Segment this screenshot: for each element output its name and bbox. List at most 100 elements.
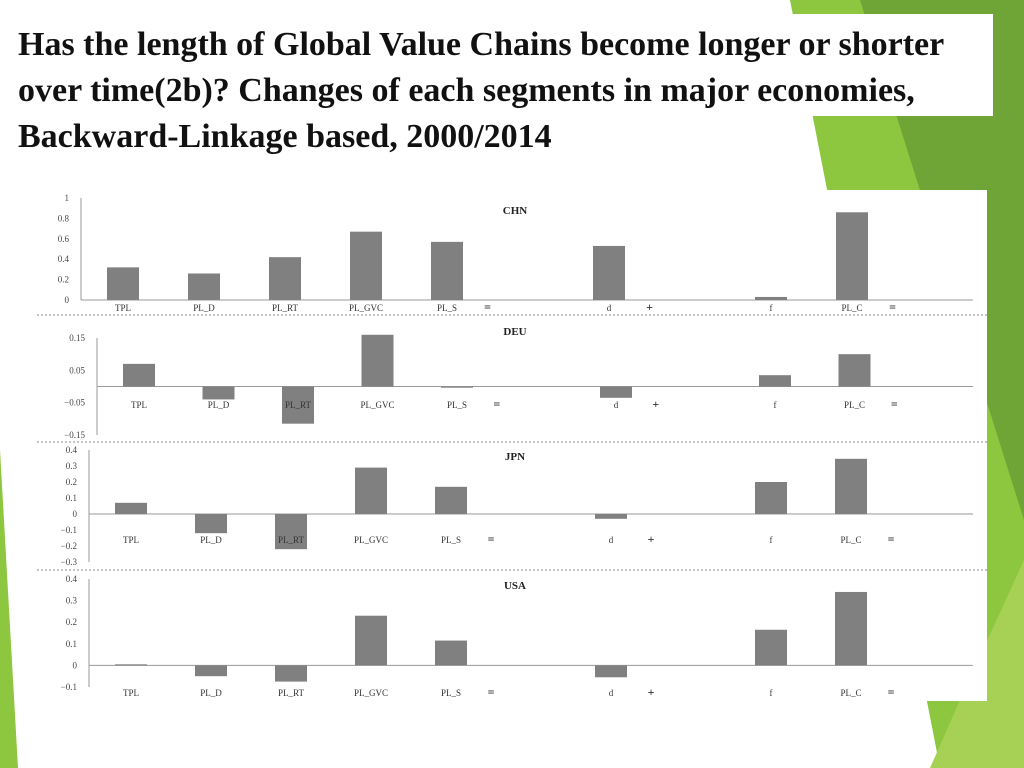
jpn-category-label-7: + <box>648 532 655 546</box>
jpn-ytick-label: −0.1 <box>61 525 77 535</box>
deu-bar-2 <box>282 386 314 424</box>
chn-ytick-label: 0.6 <box>58 234 70 244</box>
chn-bar-1 <box>188 273 220 300</box>
jpn-category-label-9: PL_C <box>840 535 861 545</box>
deu-ytick-label: 0.05 <box>69 365 85 375</box>
usa-chart-title: USA <box>504 580 526 592</box>
deu-ytick-label: −0.15 <box>64 430 85 440</box>
usa-category-label-10: = <box>888 685 895 699</box>
jpn-bar-1 <box>195 514 227 534</box>
usa-ytick-label: 0.2 <box>66 617 77 627</box>
chn-bar-4 <box>431 241 463 300</box>
jpn-category-label-5: = <box>488 532 495 546</box>
usa-bar-3 <box>355 615 387 666</box>
chn-category-label-4: PL_S <box>437 303 457 313</box>
chn-category-label-9: PL_C <box>841 303 862 313</box>
chn-ytick-label: 1 <box>65 193 70 203</box>
chn-category-label-10: = <box>889 300 896 314</box>
jpn-bar-3 <box>355 467 387 514</box>
usa-category-label-9: PL_C <box>840 688 861 698</box>
jpn-ytick-label: 0.4 <box>66 445 78 455</box>
jpn-bar-4 <box>435 486 467 514</box>
jpn-category-label-1: PL_D <box>200 535 222 545</box>
usa-bar-8 <box>755 629 787 666</box>
usa-ytick-label: 0.4 <box>66 574 78 584</box>
bar-charts: 0 0.2 0.4 0.6 0.8 1 CHN TPL PL_D PL_RT PL_GVC PL_S =… <box>37 193 987 699</box>
deu-bar-9 <box>838 354 871 387</box>
jpn-category-label-2: PL_RT <box>278 535 304 545</box>
jpn-ytick-label: −0.3 <box>61 557 78 567</box>
deu-bar-8 <box>759 375 791 387</box>
deu-bar-0 <box>123 363 155 387</box>
jpn-ytick-label: −0.2 <box>61 541 77 551</box>
deu-category-label-6: d <box>614 400 619 410</box>
chn-category-label-6: d <box>607 303 612 313</box>
jpn-bar-6 <box>595 514 627 519</box>
usa-bar-2 <box>275 665 307 682</box>
chn-category-label-7: + <box>646 300 653 314</box>
deu-bar-3 <box>361 334 394 387</box>
jpn-ytick-label: 0.1 <box>66 493 77 503</box>
usa-ytick-label: 0.1 <box>66 639 77 649</box>
deu-category-label-4: PL_S <box>447 400 467 410</box>
chn-category-label-5: = <box>484 300 491 314</box>
chn-category-label-8: f <box>770 303 773 313</box>
deu-category-label-9: PL_C <box>844 400 865 410</box>
deu-bar-1 <box>202 386 235 400</box>
usa-ytick-label: 0.3 <box>66 596 78 606</box>
deu-bar-4 <box>441 386 473 388</box>
chn-ytick-label: 0.2 <box>58 275 69 285</box>
usa-category-label-1: PL_D <box>200 688 222 698</box>
deu-category-label-1: PL_D <box>208 400 230 410</box>
deu-category-label-3: PL_GVC <box>360 400 394 410</box>
usa-category-label-3: PL_GVC <box>354 688 388 698</box>
chn-ytick-label: 0.8 <box>58 213 70 223</box>
jpn-category-label-6: d <box>609 535 614 545</box>
slide-title: Has the length of Global Value Chains be… <box>18 26 944 155</box>
deu-ytick-label: −0.05 <box>64 398 85 408</box>
chart-panel: 0 0.2 0.4 0.6 0.8 1 CHN TPL PL_D PL_RT PL_GVC PL_S =… <box>37 190 987 701</box>
jpn-ytick-label: 0.2 <box>66 477 77 487</box>
jpn-ytick-label: 0 <box>73 509 78 519</box>
chn-category-label-1: PL_D <box>193 303 215 313</box>
jpn-category-label-3: PL_GVC <box>354 535 388 545</box>
chn-category-label-3: PL_GVC <box>349 303 383 313</box>
deu-category-label-0: TPL <box>131 400 147 410</box>
chn-category-label-0: TPL <box>115 303 131 313</box>
usa-bar-1 <box>195 665 227 677</box>
jpn-ytick-label: 0.3 <box>66 461 78 471</box>
chn-bar-0 <box>107 267 139 300</box>
chn-bar-3 <box>350 231 382 300</box>
chn-bar-6 <box>593 245 625 300</box>
deu-category-label-8: f <box>774 400 777 410</box>
decor-green-left-wedge <box>0 450 18 768</box>
deu-bar-6 <box>600 386 632 398</box>
chn-bar-2 <box>269 257 301 300</box>
usa-bar-9 <box>835 591 867 666</box>
deu-category-label-10: = <box>891 397 898 411</box>
jpn-category-label-10: = <box>888 532 895 546</box>
chn-chart-title: CHN <box>503 205 528 217</box>
jpn-category-label-8: f <box>770 535 773 545</box>
jpn-bar-9 <box>835 458 867 514</box>
usa-category-label-2: PL_RT <box>278 688 304 698</box>
deu-chart-title: DEU <box>503 326 526 338</box>
usa-category-label-4: PL_S <box>441 688 461 698</box>
usa-category-label-6: d <box>609 688 614 698</box>
jpn-category-label-4: PL_S <box>441 535 461 545</box>
deu-category-label-7: + <box>652 397 659 411</box>
usa-bar-4 <box>435 640 467 666</box>
jpn-bar-0 <box>115 502 147 514</box>
chn-bar-9 <box>836 212 868 300</box>
usa-bar-0 <box>115 664 147 666</box>
chn-ytick-label: 0 <box>65 295 70 305</box>
title-background <box>0 14 993 116</box>
usa-category-label-7: + <box>648 685 655 699</box>
chn-ytick-label: 0.4 <box>58 254 70 264</box>
jpn-bar-8 <box>755 482 787 514</box>
usa-category-label-5: = <box>488 685 495 699</box>
deu-ytick-label: 0.15 <box>69 333 85 343</box>
jpn-bar-2 <box>275 514 307 550</box>
chn-bar-8 <box>755 296 787 300</box>
jpn-category-label-0: TPL <box>123 535 139 545</box>
